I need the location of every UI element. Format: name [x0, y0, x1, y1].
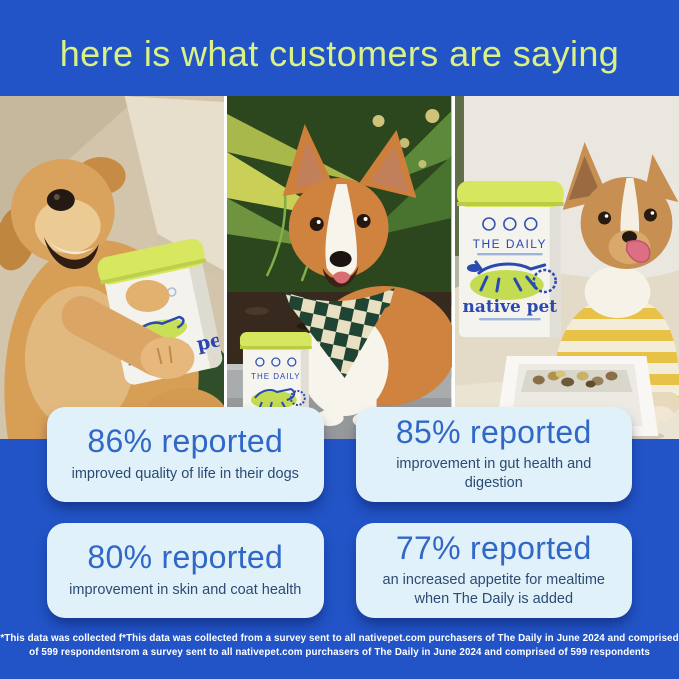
native-pet-logo-text: native pet: [462, 297, 557, 317]
stat-value: 77% reported: [395, 529, 592, 566]
container-lid: [456, 181, 564, 207]
stat-card-appetite: 77% reported an increased appetite for m…: [355, 523, 632, 618]
kibble-food: [532, 370, 618, 388]
leaf-icon: [271, 357, 281, 367]
bolt-icon: [287, 357, 297, 367]
plant-edge: [454, 96, 464, 256]
stat-card-quality-of-life: 86% reported improved quality of life in…: [47, 407, 324, 502]
dog-muzzle: [34, 199, 101, 253]
disclaimer-line-2: of 599 respondentsrom a survey sent to a…: [29, 647, 650, 658]
bolt-icon: [523, 217, 538, 231]
stat-description: an increased appetite for mealtime when …: [382, 572, 605, 608]
dog-mouth: [43, 237, 99, 270]
stat-description: improved quality of life in their dogs: [71, 465, 299, 482]
dog-nose: [46, 189, 75, 211]
tagline-line: [476, 253, 543, 256]
corgi-tongue: [333, 271, 351, 284]
agave-leaf: [227, 114, 359, 182]
leaping-dog-logo: [254, 387, 296, 411]
golden-retriever-illustration: native pet: [0, 96, 225, 439]
green-swoosh: [251, 391, 298, 409]
pillow: [124, 96, 225, 271]
sweater-dog-illustration: THE DAILY native pet: [454, 96, 679, 439]
dog-teeth: [47, 241, 95, 255]
stat-value: 85% reported: [395, 413, 592, 450]
green-swoosh: [469, 270, 544, 300]
product-name-text: THE DAILY: [251, 372, 301, 381]
leaf-icon: [502, 217, 517, 231]
disclaimer-line-1: *This data was collected f*This data was…: [0, 633, 679, 644]
stat-value: 80% reported: [87, 539, 284, 576]
can-lid: [97, 238, 205, 285]
corgi-eye: [310, 217, 325, 231]
badge-gear-icon: [290, 390, 307, 406]
disclaimer: *This data was collected f*This data was…: [0, 632, 679, 660]
the-daily-container: THE DAILY native pet: [456, 181, 564, 337]
page-title: here is what customers are saying: [59, 33, 620, 74]
dog-eye: [597, 211, 611, 225]
stat-cards: 86% reported improved quality of life in…: [47, 407, 632, 618]
stat-description: improvement in gut health and digestion: [396, 456, 592, 492]
stat-card-skin-coat: 80% reported improvement in skin and coa…: [47, 523, 324, 618]
leaping-dog-logo: [474, 260, 546, 293]
corgi-illustration: THE DAILY native pet: [227, 96, 452, 439]
stat-value: 86% reported: [87, 423, 284, 460]
product-name-text: THE DAILY: [472, 237, 546, 251]
photo-golden-retriever: native pet: [0, 96, 225, 439]
subtext-line: [478, 318, 541, 321]
corgi-eye: [356, 214, 371, 228]
corgi-nose: [330, 251, 352, 267]
bandana: [289, 302, 389, 378]
stat-card-gut-health: 85% reported improvement in gut health a…: [355, 407, 632, 502]
dog-chest: [584, 266, 651, 318]
corgi-mouth: [323, 266, 359, 288]
photo-sweater-dog: THE DAILY native pet: [454, 96, 679, 439]
photo-corgi: THE DAILY native pet: [227, 96, 452, 439]
dog-paw: [140, 337, 195, 379]
paw-icon: [255, 357, 265, 367]
dog-tongue: [625, 239, 650, 263]
dog-eye: [643, 208, 657, 222]
bokeh-light: [372, 115, 385, 127]
paw-icon: [481, 217, 496, 231]
photo-strip: native pet: [0, 96, 679, 439]
corgi-leg: [323, 371, 343, 416]
stat-description: improvement in skin and coat health: [69, 581, 302, 598]
box-lid: [240, 332, 313, 350]
